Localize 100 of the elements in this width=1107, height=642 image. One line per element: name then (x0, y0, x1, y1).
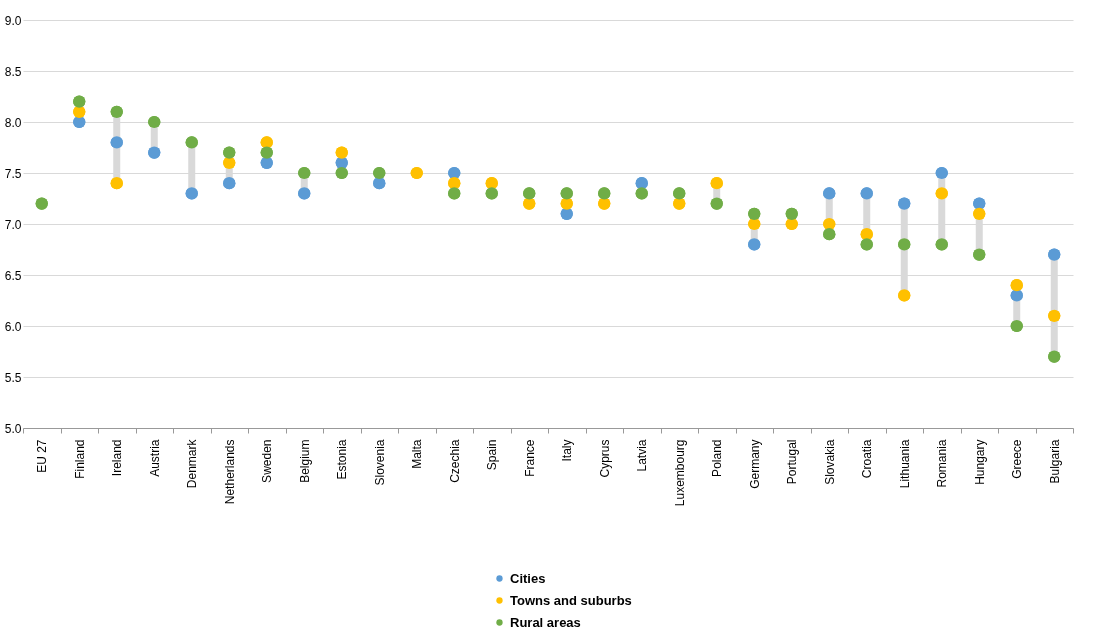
point (448, 177, 461, 190)
point (898, 289, 911, 302)
x-tick-label: Spain (485, 439, 500, 471)
point (748, 238, 761, 251)
point (673, 197, 686, 210)
point (373, 166, 386, 180)
point (485, 187, 498, 200)
x-tick-label: Poland (710, 439, 725, 477)
point (373, 177, 386, 190)
point (448, 166, 461, 180)
point (223, 177, 236, 190)
x-tick-label: Hungary (972, 439, 987, 485)
point (785, 217, 798, 231)
x-tick-label: Cyprus (597, 439, 612, 478)
x-tick-label: Lithuania (897, 439, 912, 489)
point (973, 248, 986, 261)
point (410, 166, 423, 180)
point (560, 207, 573, 220)
point (748, 217, 761, 231)
point (973, 197, 986, 210)
legend-label: Rural areas (510, 614, 581, 630)
point (110, 177, 123, 190)
point (185, 187, 198, 200)
point (110, 136, 123, 149)
point (260, 136, 273, 149)
y-tick-label: 6.5 (4, 268, 22, 283)
point (860, 187, 873, 200)
point (260, 146, 273, 159)
point (223, 146, 236, 159)
point (223, 156, 236, 169)
point (598, 187, 611, 200)
x-tick-label: Croatia (860, 439, 875, 479)
point (860, 228, 873, 241)
x-tick-label: Finland (72, 439, 87, 479)
point (485, 177, 498, 190)
y-tick-label: 9.0 (4, 13, 22, 28)
point (185, 136, 198, 149)
x-tick-label: Luxembourg (672, 439, 687, 507)
point (335, 166, 348, 180)
point (148, 115, 161, 129)
point (935, 166, 948, 180)
point (823, 217, 836, 231)
point (73, 105, 86, 118)
point (898, 197, 911, 210)
point (73, 115, 86, 129)
point (673, 187, 686, 200)
point (260, 156, 273, 169)
point (335, 146, 348, 159)
point (148, 146, 161, 159)
x-tick-label: Slovenia (372, 439, 387, 486)
point (935, 238, 948, 251)
x-tick-label: Denmark (185, 438, 200, 489)
point (110, 105, 123, 118)
point (823, 187, 836, 200)
point (860, 238, 873, 251)
legend-label: Cities (510, 570, 546, 586)
y-tick-label: 5.5 (4, 370, 22, 385)
point (1048, 350, 1061, 363)
point (898, 238, 911, 251)
point (973, 207, 986, 220)
point (635, 177, 648, 190)
x-tick-label: Belgium (297, 439, 312, 483)
point (710, 197, 723, 210)
y-tick-label: 7.0 (4, 217, 22, 232)
x-tick-label: Netherlands (222, 439, 237, 505)
x-tick-label: Slovakia (822, 439, 837, 485)
point (635, 187, 648, 200)
point (1048, 309, 1061, 322)
point (935, 187, 948, 200)
y-tick-label: 5.0 (4, 421, 22, 436)
x-tick-label: Malta (410, 439, 425, 469)
point (523, 197, 536, 210)
point (748, 207, 761, 220)
point (598, 197, 611, 210)
point (35, 197, 48, 210)
point (1010, 289, 1023, 302)
x-tick-label: Portugal (785, 439, 800, 485)
x-tick-label: Bulgaria (1047, 439, 1062, 484)
point (1010, 319, 1023, 333)
x-tick-label: EU 27 (35, 439, 50, 473)
point (710, 177, 723, 190)
x-tick-label: Latvia (635, 439, 650, 472)
x-tick-label: Ireland (110, 439, 125, 477)
y-tick-label: 6.0 (4, 319, 22, 334)
y-tick-label: 7.5 (4, 166, 22, 181)
y-tick-label: 8.5 (4, 64, 22, 79)
point (298, 187, 311, 200)
x-tick-label: Germany (747, 439, 762, 489)
point (560, 187, 573, 200)
point (298, 166, 311, 180)
x-tick-label: Estonia (335, 439, 350, 480)
point (523, 187, 536, 200)
x-tick-label: Romania (935, 439, 950, 488)
point (73, 95, 86, 108)
x-tick-label: Czechia (447, 439, 462, 483)
x-tick-label: Sweden (260, 439, 275, 483)
x-tick-label: Italy (560, 439, 575, 462)
point (448, 187, 461, 200)
point (1010, 279, 1023, 292)
x-tick-label: France (522, 439, 537, 477)
